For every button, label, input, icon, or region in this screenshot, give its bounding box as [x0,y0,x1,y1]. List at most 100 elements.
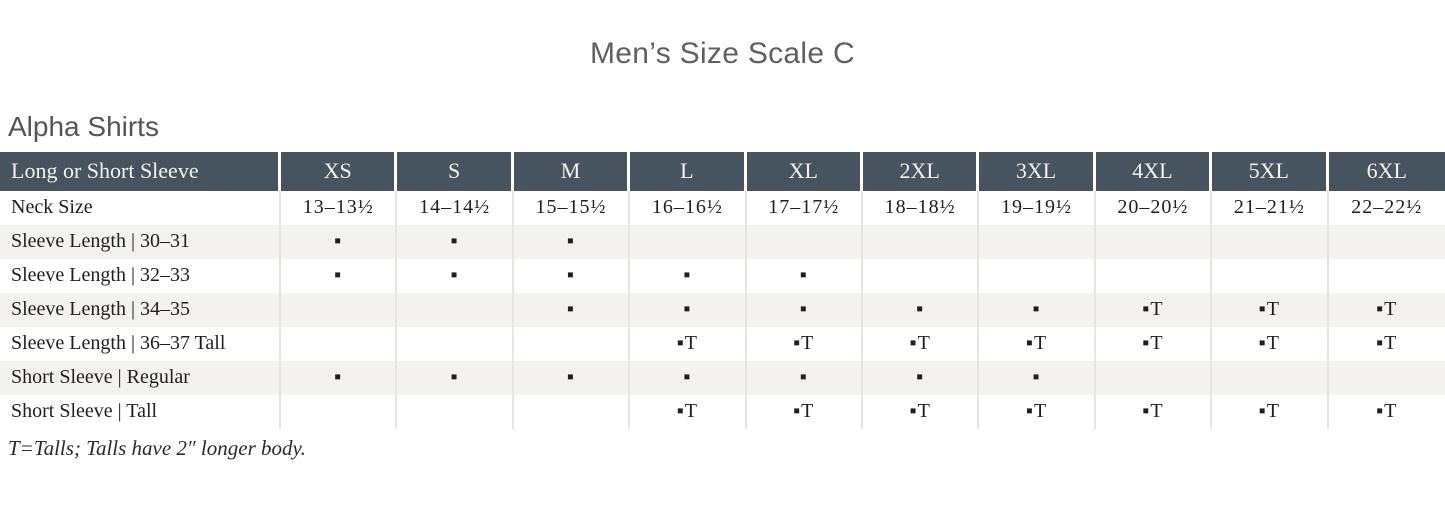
available-mark: ▪ [799,366,808,389]
availability-cell-2xl: ▪T [862,326,980,361]
availability-cell-2xl [862,224,980,259]
availability-cell-xs: ▪ [281,258,398,293]
availability-cell-3xl [979,258,1096,293]
available-mark: ▪ [1032,298,1041,321]
cell-value: 13–13½ [302,196,374,219]
alpha-shirts-size-table: Long or Short Sleeve XS S M L XL 2XL 3XL 4XL 5XL… [0,151,1445,429]
size-table-body: Neck Size 13–13½ 14–14½ 15–15½ 16–16½ 17–17½ 1… [0,190,1445,429]
availability-cell-2xl: ▪ [862,360,980,395]
available-mark: ▪ [334,264,343,287]
cell-value: 21–21½ [1233,196,1305,219]
available-mark: ▪ [683,298,692,321]
available-tall-mark: ▪T [1142,298,1164,321]
availability-cell-m: ▪ [513,292,631,327]
corner-header-long-or-short-sleeve: Long or Short Sleeve [0,151,281,191]
talls-footnote: T=Talls; Talls have 2″ longer body. [8,435,306,460]
availability-cell-2xl [862,258,980,293]
availability-cell-5xl: ▪T [1212,394,1329,429]
table-row: Sleeve Length | 34–35 ▪ ▪ ▪ ▪ ▪ ▪T ▪T ▪T [0,292,1445,327]
cell-value: 22–22½ [1351,196,1423,219]
availability-cell-m: ▪ [513,360,631,395]
availability-cell-m: ▪ [513,224,631,259]
availability-cell-l: ▪T [630,326,747,361]
availability-cell-xs [281,292,398,327]
neck-size-cell-5xl: 21–21½ [1212,190,1329,225]
neck-size-cell-4xl: 20–20½ [1095,190,1213,225]
available-mark: ▪ [450,230,459,253]
availability-cell-6xl [1328,360,1445,395]
availability-cell-5xl: ▪T [1212,326,1329,361]
neck-size-cell-xs: 13–13½ [281,190,398,225]
availability-cell-2xl: ▪T [862,394,980,429]
availability-cell-3xl: ▪T [979,326,1096,361]
availability-cell-xl [746,224,863,259]
availability-cell-s [397,394,514,429]
size-column-header-2xl: 2XL [862,151,980,191]
availability-cell-4xl [1095,258,1213,293]
size-table-header-row: Long or Short Sleeve XS S M L XL 2XL 3XL 4XL 5XL… [0,151,1445,191]
size-column-header-xl: XL [746,151,863,191]
cell-value: 16–16½ [651,196,723,219]
available-tall-mark: ▪T [1258,400,1280,423]
available-mark: ▪ [799,298,808,321]
available-tall-mark: ▪T [909,332,931,355]
availability-cell-s [397,326,514,361]
available-mark: ▪ [566,230,576,253]
row-label: Sleeve Length | 32–33 [0,258,281,293]
available-mark: ▪ [334,366,343,389]
available-tall-mark: ▪T [1025,332,1048,355]
availability-cell-xl: ▪ [746,292,863,327]
availability-cell-6xl [1328,258,1445,293]
availability-cell-m: ▪ [513,258,631,293]
available-mark: ▪ [334,230,343,253]
size-column-header-m: M [513,151,631,191]
available-tall-mark: ▪T [1258,332,1280,355]
available-tall-mark: ▪T [909,400,931,423]
size-column-header-xs: XS [281,151,398,191]
neck-size-cell-xl: 17–17½ [746,190,863,225]
available-tall-mark: ▪T [1376,332,1398,355]
availability-cell-3xl: ▪ [979,360,1096,395]
neck-size-cell-m: 15–15½ [513,190,631,225]
availability-cell-xs: ▪ [281,360,398,395]
section-heading-alpha-shirts: Alpha Shirts [8,111,159,142]
table-row: Short Sleeve | Regular ▪ ▪ ▪ ▪ ▪ ▪ ▪ [0,360,1445,395]
size-column-header-l: L [630,151,747,191]
availability-cell-xl: ▪T [746,326,863,361]
availability-cell-xl: ▪ [746,360,863,395]
availability-cell-s: ▪ [397,360,514,395]
neck-size-cell-2xl: 18–18½ [862,190,980,225]
table-row: Sleeve Length | 36–37 Tall ▪T ▪T ▪T ▪T ▪T ▪T ▪T [0,326,1445,361]
availability-cell-xl: ▪T [746,394,863,429]
available-tall-mark: ▪T [1376,298,1398,321]
availability-cell-xs: ▪ [281,224,398,259]
availability-cell-5xl [1212,258,1329,293]
neck-size-cell-3xl: 19–19½ [979,190,1096,225]
availability-cell-6xl: ▪T [1328,292,1445,327]
availability-cell-3xl [979,224,1096,259]
availability-cell-m [513,326,631,361]
available-mark: ▪ [799,264,808,287]
availability-cell-xs [281,326,398,361]
cell-value: 20–20½ [1117,196,1189,219]
row-label: Short Sleeve | Tall [0,394,281,429]
availability-cell-3xl: ▪ [979,292,1096,327]
size-chart-page: Men’s Size Scale C Alpha Shirts Long or … [0,37,1445,460]
available-mark: ▪ [916,366,925,389]
table-row: Sleeve Length | 32–33 ▪ ▪ ▪ ▪ ▪ [0,258,1445,293]
availability-cell-6xl: ▪T [1328,326,1445,361]
availability-cell-4xl [1095,360,1213,395]
availability-cell-m [513,394,631,429]
available-mark: ▪ [683,366,692,389]
available-mark: ▪ [683,264,692,287]
available-tall-mark: ▪T [676,400,699,423]
available-tall-mark: ▪T [1142,332,1164,355]
neck-size-cell-6xl: 22–22½ [1328,190,1445,225]
row-label: Sleeve Length | 36–37 Tall [0,326,281,361]
available-tall-mark: ▪T [1142,400,1164,423]
availability-cell-xl: ▪ [746,258,863,293]
neck-size-cell-s: 14–14½ [397,190,514,225]
availability-cell-l: ▪T [630,394,747,429]
cell-value: 19–19½ [1001,196,1073,219]
available-tall-mark: ▪T [793,332,815,355]
